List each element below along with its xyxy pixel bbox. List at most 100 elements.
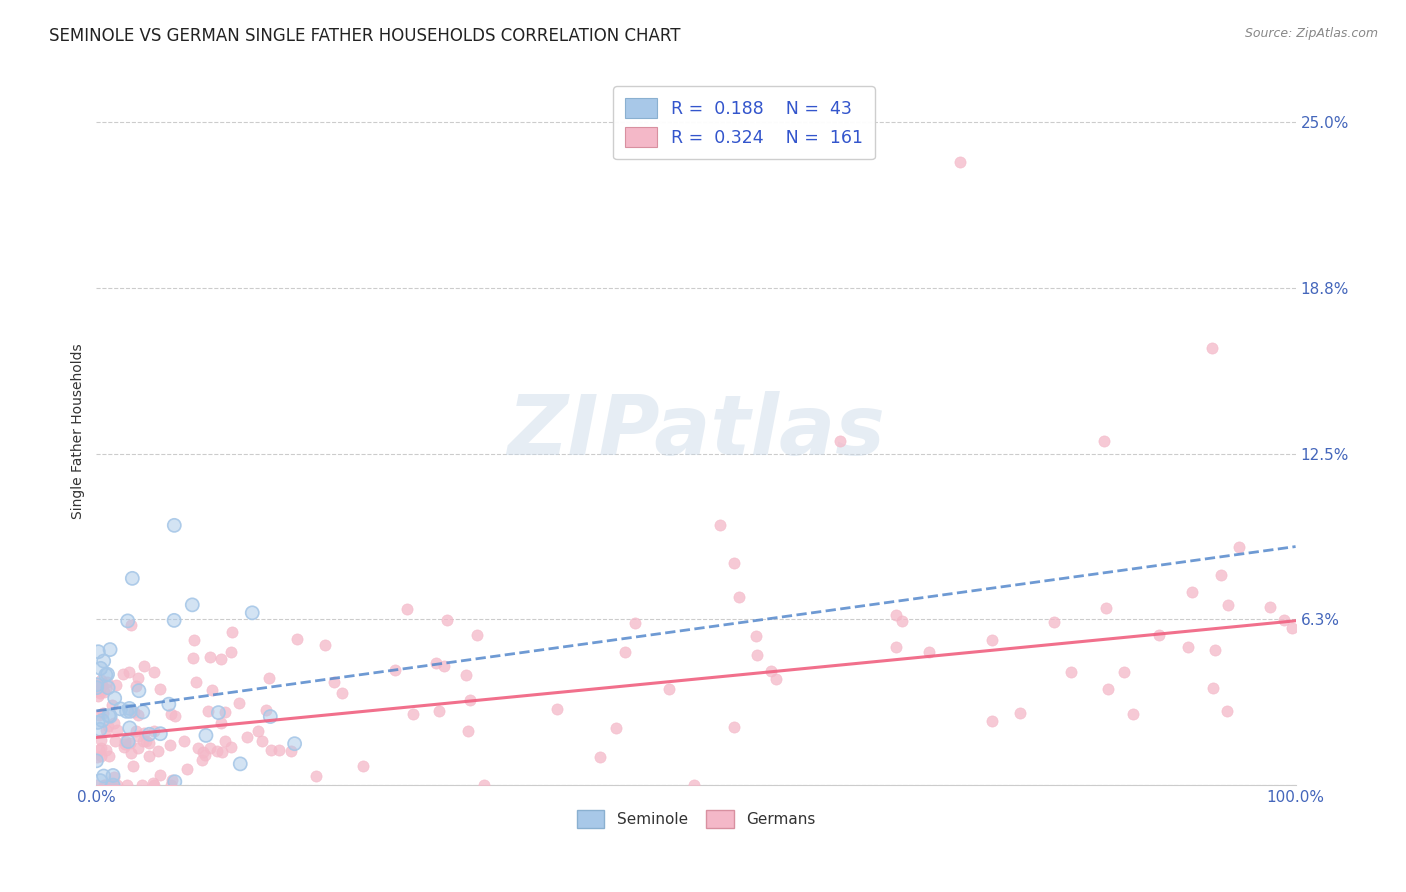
Point <box>90 661 112 675</box>
Point <box>1097 682 1119 697</box>
Point <box>98 709 121 723</box>
Point <box>87 645 110 659</box>
Point <box>115 704 138 718</box>
Point <box>86 754 108 768</box>
Point <box>132 705 155 719</box>
Point <box>138 736 160 750</box>
Point <box>1122 706 1144 721</box>
Point <box>436 613 458 627</box>
Point <box>90 748 112 763</box>
Text: Source: ZipAtlas.com: Source: ZipAtlas.com <box>1244 27 1378 40</box>
Point <box>87 743 110 757</box>
Point <box>427 704 450 718</box>
Point <box>94 668 117 682</box>
Point <box>765 672 787 686</box>
Point <box>87 715 110 730</box>
Point <box>605 721 627 735</box>
Point <box>135 734 157 748</box>
Point <box>745 648 768 662</box>
Point <box>890 614 912 628</box>
Point <box>132 705 155 719</box>
Point <box>759 664 782 678</box>
Point <box>118 665 141 679</box>
Point <box>94 723 117 737</box>
Point <box>86 678 108 692</box>
Point <box>165 709 187 723</box>
Point <box>96 667 118 681</box>
Point <box>93 778 115 792</box>
Point <box>305 768 328 782</box>
Point <box>121 571 143 585</box>
Point <box>89 723 111 737</box>
Point <box>191 745 214 759</box>
Point <box>589 750 612 764</box>
Point <box>214 734 236 748</box>
Point <box>97 708 120 723</box>
Point <box>86 778 108 792</box>
Point <box>323 675 346 690</box>
Point <box>94 743 117 757</box>
Text: SEMINOLE VS GERMAN SINGLE FATHER HOUSEHOLDS CORRELATION CHART: SEMINOLE VS GERMAN SINGLE FATHER HOUSEHO… <box>49 27 681 45</box>
Point <box>1008 706 1031 720</box>
Point <box>980 633 1002 648</box>
Point <box>121 571 143 585</box>
Point <box>93 654 115 668</box>
Point <box>114 739 136 754</box>
Point <box>229 756 252 771</box>
Point <box>186 674 208 689</box>
Point <box>127 671 149 685</box>
Point <box>254 702 277 716</box>
Point <box>221 645 243 659</box>
Point <box>128 683 150 698</box>
Point <box>94 681 117 696</box>
Point <box>159 738 181 752</box>
Point <box>157 697 180 711</box>
Legend: Seminole, Germans: Seminole, Germans <box>571 805 821 834</box>
Point <box>117 734 139 748</box>
Point <box>259 709 281 723</box>
Point <box>86 684 108 698</box>
Point <box>110 702 132 716</box>
Point <box>163 774 186 789</box>
Point <box>101 778 124 792</box>
Point <box>159 778 181 792</box>
Point <box>173 733 195 747</box>
Point <box>252 734 274 748</box>
Point <box>457 724 479 739</box>
Point <box>103 715 125 730</box>
Point <box>176 762 198 776</box>
Point <box>98 709 121 723</box>
Point <box>723 720 745 734</box>
Point <box>285 632 308 647</box>
Point <box>745 629 768 643</box>
Point <box>209 716 232 731</box>
Point <box>395 602 418 616</box>
Point <box>201 682 224 697</box>
Point <box>425 656 447 670</box>
Point <box>1216 705 1239 719</box>
Point <box>205 743 228 757</box>
Point <box>138 727 160 741</box>
Point <box>1095 601 1118 615</box>
Point <box>142 724 165 739</box>
Point <box>117 614 139 628</box>
Point <box>257 671 280 685</box>
Point <box>1202 681 1225 696</box>
Point <box>207 706 229 720</box>
Point <box>709 518 731 533</box>
Point <box>97 681 120 695</box>
Point <box>980 714 1002 728</box>
Point <box>623 616 645 631</box>
Point <box>87 645 110 659</box>
Point <box>87 707 110 722</box>
Point <box>259 709 281 723</box>
Point <box>101 698 124 712</box>
Point <box>1042 615 1064 630</box>
Point <box>1177 640 1199 654</box>
Point <box>93 685 115 699</box>
Point <box>118 721 141 735</box>
Point <box>90 673 112 687</box>
Point <box>1112 665 1135 680</box>
Point <box>132 734 155 748</box>
Point <box>118 736 141 750</box>
